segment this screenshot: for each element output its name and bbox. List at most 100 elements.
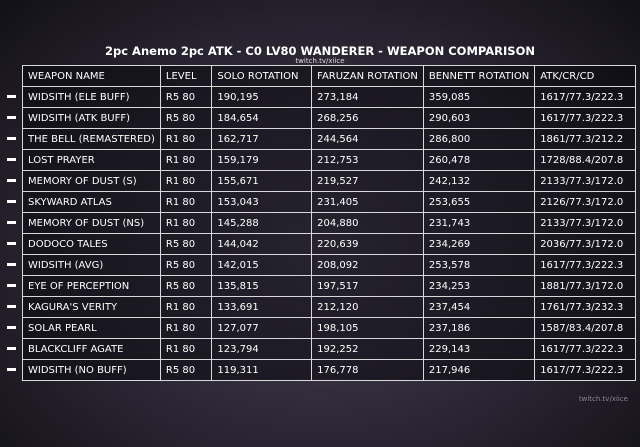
cell: 135,815 [211,275,313,297]
cell: R5 80 [159,254,213,276]
cell: R1 80 [159,128,213,150]
comparison-table: WEAPON NAME LEVEL SOLO ROTATION FARUZAN ROT… [22,65,636,381]
row: SKYWARD ATLAS R1 80 153,043 231,405 253,655 2… [22,191,636,213]
cell: WIDSITH (AVG) [22,254,161,276]
cell: 359,085 [422,86,536,108]
row: KAGURA'S VERITY R1 80 133,691 212,120 237,45… [22,296,636,318]
row: WIDSITH (ATK BUFF) R5 80 184,654 268,256 290… [22,107,636,129]
row: DODOCO TALES R5 80 144,042 220,639 234,269 20… [22,233,636,255]
row-marker [7,326,16,329]
cell: 162,717 [211,128,313,150]
cell: 229,143 [422,338,536,360]
cell: 145,288 [211,212,313,234]
subtitle: twitch.tv/xiice [295,57,345,65]
cell: 234,253 [422,275,536,297]
cell: 204,880 [311,212,424,234]
cell: 242,132 [422,170,536,192]
cell: EYE OF PERCEPTION [22,275,161,297]
row: MEMORY OF DUST (NS) R1 80 145,288 204,880 23… [22,212,636,234]
cell: 208,092 [311,254,424,276]
header-row: WEAPON NAME LEVEL SOLO ROTATION FARUZAN ROT… [22,65,636,87]
cell: 2133/77.3/172.0 [534,170,636,192]
cell: R1 80 [159,338,213,360]
cell: KAGURA'S VERITY [22,296,161,318]
cell: 1861/77.3/212.2 [534,128,636,150]
row: MEMORY OF DUST (S) R1 80 155,671 219,527 242… [22,170,636,192]
cell: R1 80 [159,191,213,213]
cell: 176,778 [311,359,424,381]
cell: THE BELL (REMASTERED) [22,128,161,150]
cell: 217,946 [422,359,536,381]
cell: R1 80 [159,317,213,339]
cell: DODOCO TALES [22,233,161,255]
cell: 244,564 [311,128,424,150]
cell: WIDSITH (ELE BUFF) [22,86,161,108]
cell: 220,639 [311,233,424,255]
cell: BLACKCLIFF AGATE [22,338,161,360]
column-header: ATK/CR/CD [534,65,636,87]
cell: 159,179 [211,149,313,171]
cell: 1728/88.4/207.8 [534,149,636,171]
cell: 184,654 [211,107,313,129]
row-marker [7,95,16,98]
cell: R5 80 [159,86,213,108]
cell: 192,252 [311,338,424,360]
cell: LOST PRAYER [22,149,161,171]
cell: R1 80 [159,149,213,171]
row-marker [7,368,16,371]
cell: R5 80 [159,107,213,129]
cell: SOLAR PEARL [22,317,161,339]
cell: 190,195 [211,86,313,108]
column-header: BENNETT ROTATION [422,65,536,87]
row: WIDSITH (AVG) R5 80 142,015 208,092 253,578 1… [22,254,636,276]
cell: 142,015 [211,254,313,276]
title: 2pc Anemo 2pc ATK - C0 LV80 WANDERER - W… [105,44,535,58]
cell: 212,753 [311,149,424,171]
row: WIDSITH (NO BUFF) R5 80 119,311 176,778 217,… [22,359,636,381]
cell: 2126/77.3/172.0 [534,191,636,213]
cell: 253,578 [422,254,536,276]
row-marker [7,305,16,308]
row-marker [7,242,16,245]
cell: 273,184 [311,86,424,108]
cell: 231,743 [422,212,536,234]
cell: WIDSITH (NO BUFF) [22,359,161,381]
cell: 119,311 [211,359,313,381]
cell: 290,603 [422,107,536,129]
cell: 123,794 [211,338,313,360]
row: LOST PRAYER R1 80 159,179 212,753 260,478 172… [22,149,636,171]
row: THE BELL (REMASTERED) R1 80 162,717 244,564… [22,128,636,150]
cell: 2133/77.3/172.0 [534,212,636,234]
column-header: WEAPON NAME [22,65,161,87]
cell: 144,042 [211,233,313,255]
row: SOLAR PEARL R1 80 127,077 198,105 237,186 158… [22,317,636,339]
cell: SKYWARD ATLAS [22,191,161,213]
cell: 1587/83.4/207.8 [534,317,636,339]
row-marker [7,200,16,203]
row: WIDSITH (ELE BUFF) R5 80 190,195 273,184 359… [22,86,636,108]
cell: 1617/77.3/222.3 [534,359,636,381]
cell: 153,043 [211,191,313,213]
cell: 198,105 [311,317,424,339]
cell: MEMORY OF DUST (S) [22,170,161,192]
row-marker [7,179,16,182]
row-marker [7,137,16,140]
cell: 133,691 [211,296,313,318]
cell: 1617/77.3/222.3 [534,254,636,276]
column-header: SOLO ROTATION [211,65,313,87]
cell: 155,671 [211,170,313,192]
cell: 1881/77.3/172.0 [534,275,636,297]
cell: 1761/77.3/232.3 [534,296,636,318]
cell: 237,454 [422,296,536,318]
cell: R1 80 [159,296,213,318]
row-marker [7,263,16,266]
row-marker [7,158,16,161]
cell: R5 80 [159,275,213,297]
cell: 219,527 [311,170,424,192]
cell: MEMORY OF DUST (NS) [22,212,161,234]
cell: 1617/77.3/222.3 [534,107,636,129]
cell: R1 80 [159,212,213,234]
row: EYE OF PERCEPTION R5 80 135,815 197,517 234,… [22,275,636,297]
cell: 286,800 [422,128,536,150]
